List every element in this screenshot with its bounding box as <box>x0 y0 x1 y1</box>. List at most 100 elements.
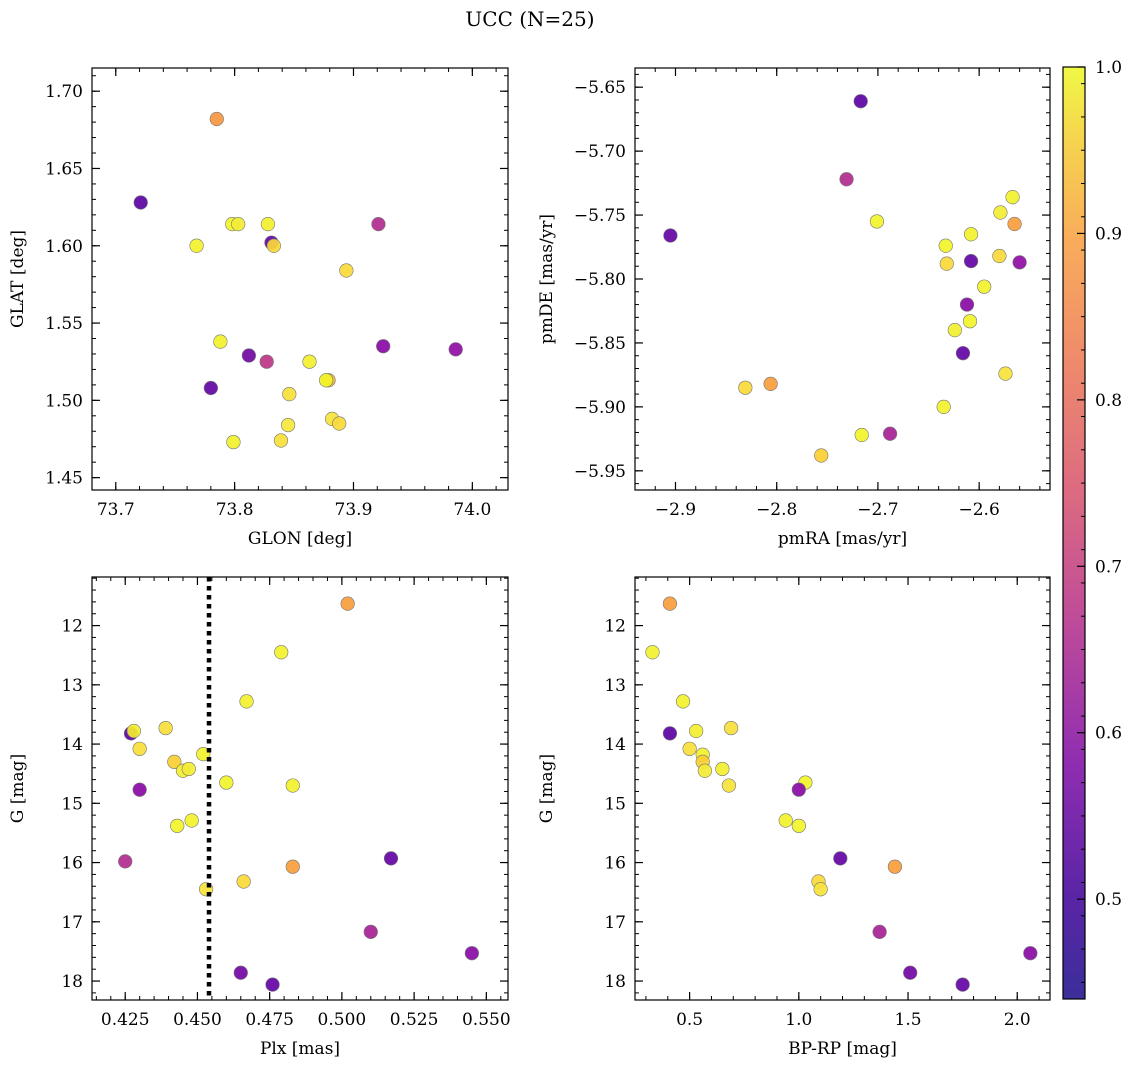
scatter-point <box>158 720 173 736</box>
colorbar-tick-label: 0.5 <box>1095 890 1122 910</box>
scatter-point <box>118 854 133 869</box>
x-tick-label: 0.425 <box>101 1010 150 1030</box>
x-tick-label: 73.8 <box>216 500 254 520</box>
scatter-point <box>977 279 992 294</box>
scatter-point <box>689 723 704 739</box>
scatter-point <box>959 297 975 312</box>
scatter-point <box>645 645 660 660</box>
colorbar-tick-label: 1.0 <box>1095 58 1122 78</box>
y-tick-label: −5.85 <box>574 334 626 354</box>
scatter-point <box>464 946 479 961</box>
scatter-point <box>376 339 391 354</box>
scatter-point <box>887 859 903 874</box>
scatter-point <box>126 723 141 739</box>
x-tick-label: 0.450 <box>173 1010 222 1030</box>
scatter-point <box>285 778 300 793</box>
scatter-point <box>203 380 218 396</box>
scatter-point <box>963 227 979 242</box>
y-axis-label: G [mag] <box>8 754 28 823</box>
x-tick-label: 0.475 <box>245 1010 294 1030</box>
scatter-point <box>448 342 463 357</box>
y-tick-label: 14 <box>61 735 83 755</box>
scatter-point <box>383 851 399 866</box>
scatter-point <box>167 754 182 769</box>
scatter-point <box>241 348 256 363</box>
y-axis-label: pmDE [mas/yr] <box>537 214 557 344</box>
scatter-point <box>1007 216 1022 232</box>
y-tick-label: 17 <box>61 913 83 933</box>
y-tick-label: 18 <box>61 972 83 992</box>
scatter-point <box>738 380 753 395</box>
scatter-point <box>1023 946 1038 961</box>
scatter-point <box>662 596 678 611</box>
scatter-point <box>371 217 386 232</box>
x-axis-label: BP-RP [mag] <box>788 1039 897 1059</box>
scatter-point <box>938 238 953 253</box>
scatter-point <box>853 94 868 109</box>
scatter-point <box>791 782 806 797</box>
scatter-point <box>663 228 678 243</box>
scatter-point <box>962 314 978 329</box>
scatter-point <box>993 205 1008 220</box>
scatter-point <box>339 263 354 278</box>
x-axis-label: GLON [deg] <box>248 529 352 549</box>
scatter-point <box>721 778 737 793</box>
scatter-point <box>265 977 280 992</box>
scatter-point <box>778 813 793 828</box>
scatter-point <box>259 354 274 369</box>
scatter-point <box>132 782 147 797</box>
panel-glon-glat: 73.7 73.8 73.9 74.0 1.45 1.50 1.55 1.60 1.65 1.70… <box>8 67 509 549</box>
x-tick-label: 2.0 <box>1004 1010 1031 1030</box>
scatter-point <box>724 720 739 736</box>
x-tick-label: 0.5 <box>676 1010 703 1030</box>
scatter-point <box>340 596 355 611</box>
scatter-point <box>319 373 334 388</box>
scatter-point <box>236 874 251 889</box>
y-axis-label: GLAT [deg] <box>8 230 28 328</box>
scatter-point <box>274 645 289 660</box>
scatter-point <box>184 813 199 828</box>
y-tick-label: −5.65 <box>574 78 626 98</box>
colorbar-tick-label: 0.9 <box>1095 224 1122 244</box>
panel-plx-g: 0.425 0.450 0.475 0.500 0.525 0.550 12 13 14 15 16… <box>8 576 511 1059</box>
x-tick-label: 73.9 <box>335 500 373 520</box>
scatter-point <box>231 217 246 232</box>
y-tick-label: 14 <box>604 735 626 755</box>
scatter-point <box>219 775 234 790</box>
scatter-point <box>992 248 1007 264</box>
y-tick-label: −5.75 <box>574 206 626 226</box>
x-tick-label: −2.8 <box>756 500 797 520</box>
axes-frame <box>634 67 1051 491</box>
scatter-point <box>947 323 962 338</box>
scatter-point <box>963 253 979 269</box>
scatter-point <box>226 434 241 450</box>
scatter-point <box>936 399 951 414</box>
scatter-point <box>170 818 185 833</box>
y-tick-label: 16 <box>61 854 83 874</box>
colorbar-tick-label: 0.6 <box>1095 724 1122 744</box>
colorbar-gradient <box>1062 66 1086 1000</box>
scatter-point <box>662 726 678 741</box>
scatter-point <box>196 747 211 762</box>
scatter-point <box>839 172 854 187</box>
y-tick-label: 16 <box>604 854 626 874</box>
x-tick-label: 74.0 <box>453 500 491 520</box>
colorbar-tick-label: 0.8 <box>1095 391 1122 411</box>
y-tick-label: −5.90 <box>574 398 626 418</box>
colorbar: 0.5 0.6 0.7 0.8 0.9 1.0 <box>1062 58 1122 1000</box>
colorbar-tick-label: 0.7 <box>1095 557 1122 577</box>
x-tick-label: 0.525 <box>390 1010 439 1030</box>
y-tick-label: 15 <box>604 794 626 814</box>
x-axis-label: pmRA [mas/yr] <box>778 529 907 549</box>
scatter-point <box>903 965 918 980</box>
y-tick-label: 1.55 <box>45 314 83 334</box>
scatter-point <box>939 256 954 271</box>
y-tick-label: 12 <box>61 617 83 637</box>
axes-frame <box>634 576 1051 1001</box>
scatter-point <box>1012 255 1027 270</box>
scatter-point <box>273 433 289 448</box>
x-tick-label: −2.9 <box>655 500 696 520</box>
x-tick-label: −2.6 <box>959 500 1000 520</box>
figure-title: UCC (N=25) <box>465 7 594 31</box>
